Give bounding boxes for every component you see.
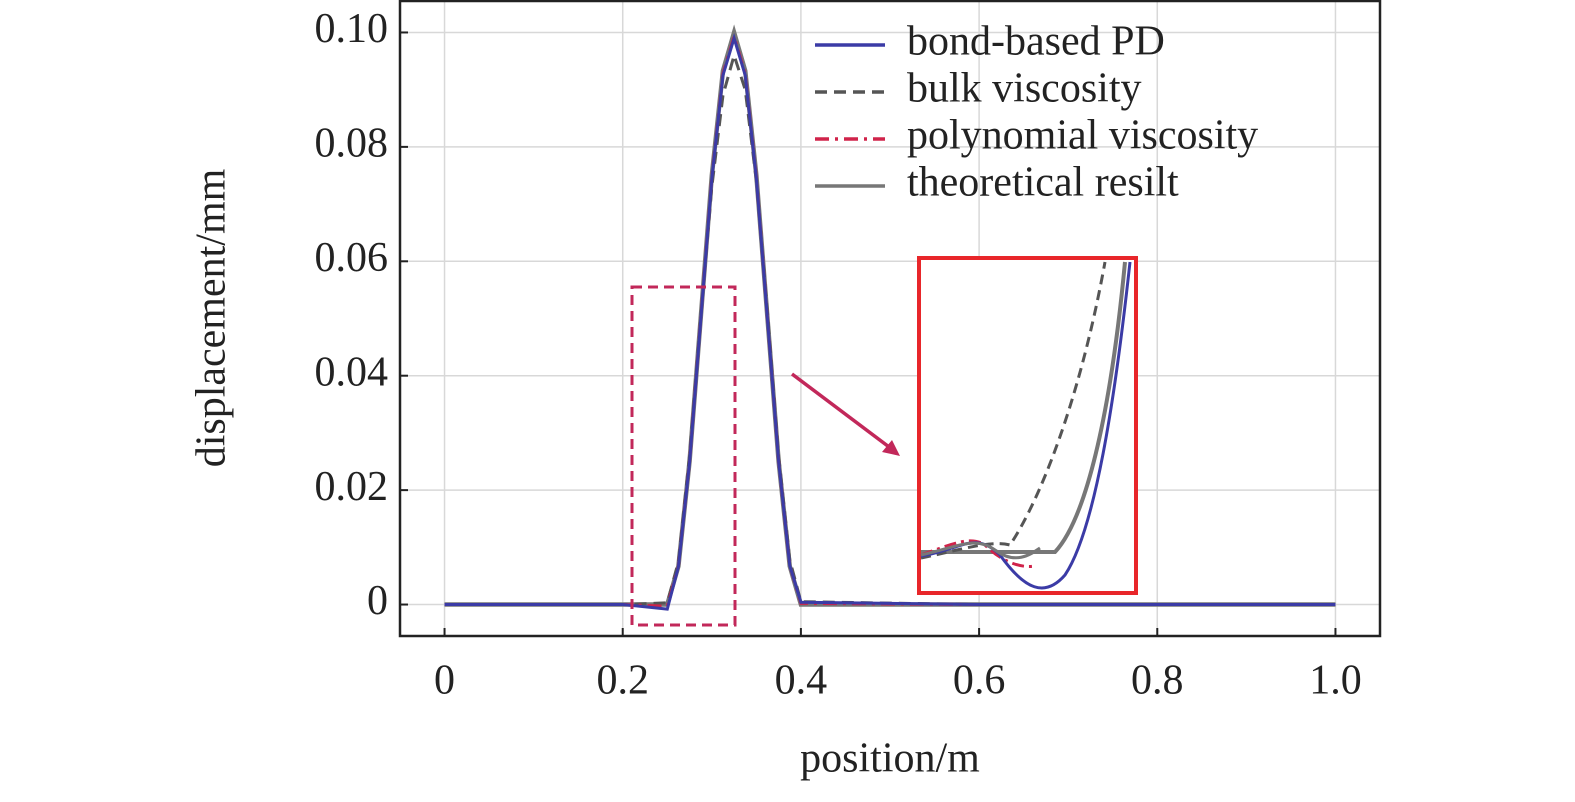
- y-tick-label: 0.04: [315, 349, 389, 395]
- legend-label: theoretical resilt: [907, 160, 1179, 206]
- inset-curve: [920, 541, 1041, 560]
- x-tick-label: 0.6: [953, 658, 1006, 704]
- plot-area: 0 0.2 0.4 0.6 0.8 1.0 0 0.02 0.04 0.06 0.08 0.10: [315, 1, 1380, 704]
- y-tick-label: 0.06: [315, 235, 389, 281]
- legend-label: polynomial viscosity: [907, 113, 1258, 159]
- inset-curve: [920, 539, 1036, 568]
- series-line: [444, 32, 1336, 611]
- arrow-head: [882, 440, 900, 456]
- inset-frame: [917, 256, 1138, 595]
- legend-label: bulk viscosity: [907, 66, 1142, 112]
- inset-curve: [921, 261, 1127, 554]
- x-tick-label: 0: [434, 658, 455, 704]
- axes-frame: [398, 0, 1382, 638]
- x-tick-label: 0.2: [596, 658, 649, 704]
- inset: [917, 256, 1138, 595]
- x-tick-label: 1.0: [1309, 658, 1362, 704]
- y-tick-label: 0.08: [315, 121, 389, 167]
- y-axis-label: displacement/mm: [189, 168, 235, 467]
- y-tick-label: 0: [367, 578, 388, 624]
- y-tick-label: 0.02: [315, 464, 389, 510]
- x-axis-label: position/m: [800, 736, 980, 782]
- zoom-arrow: [790, 372, 895, 452]
- y-tick-label: 0.10: [315, 6, 389, 52]
- x-tick-label: 0.4: [775, 658, 828, 704]
- x-tick-label: 0.8: [1131, 658, 1184, 704]
- zoom-region: [630, 285, 737, 627]
- inset-curve: [920, 261, 1107, 560]
- legend-label: bond-based PD: [907, 19, 1165, 65]
